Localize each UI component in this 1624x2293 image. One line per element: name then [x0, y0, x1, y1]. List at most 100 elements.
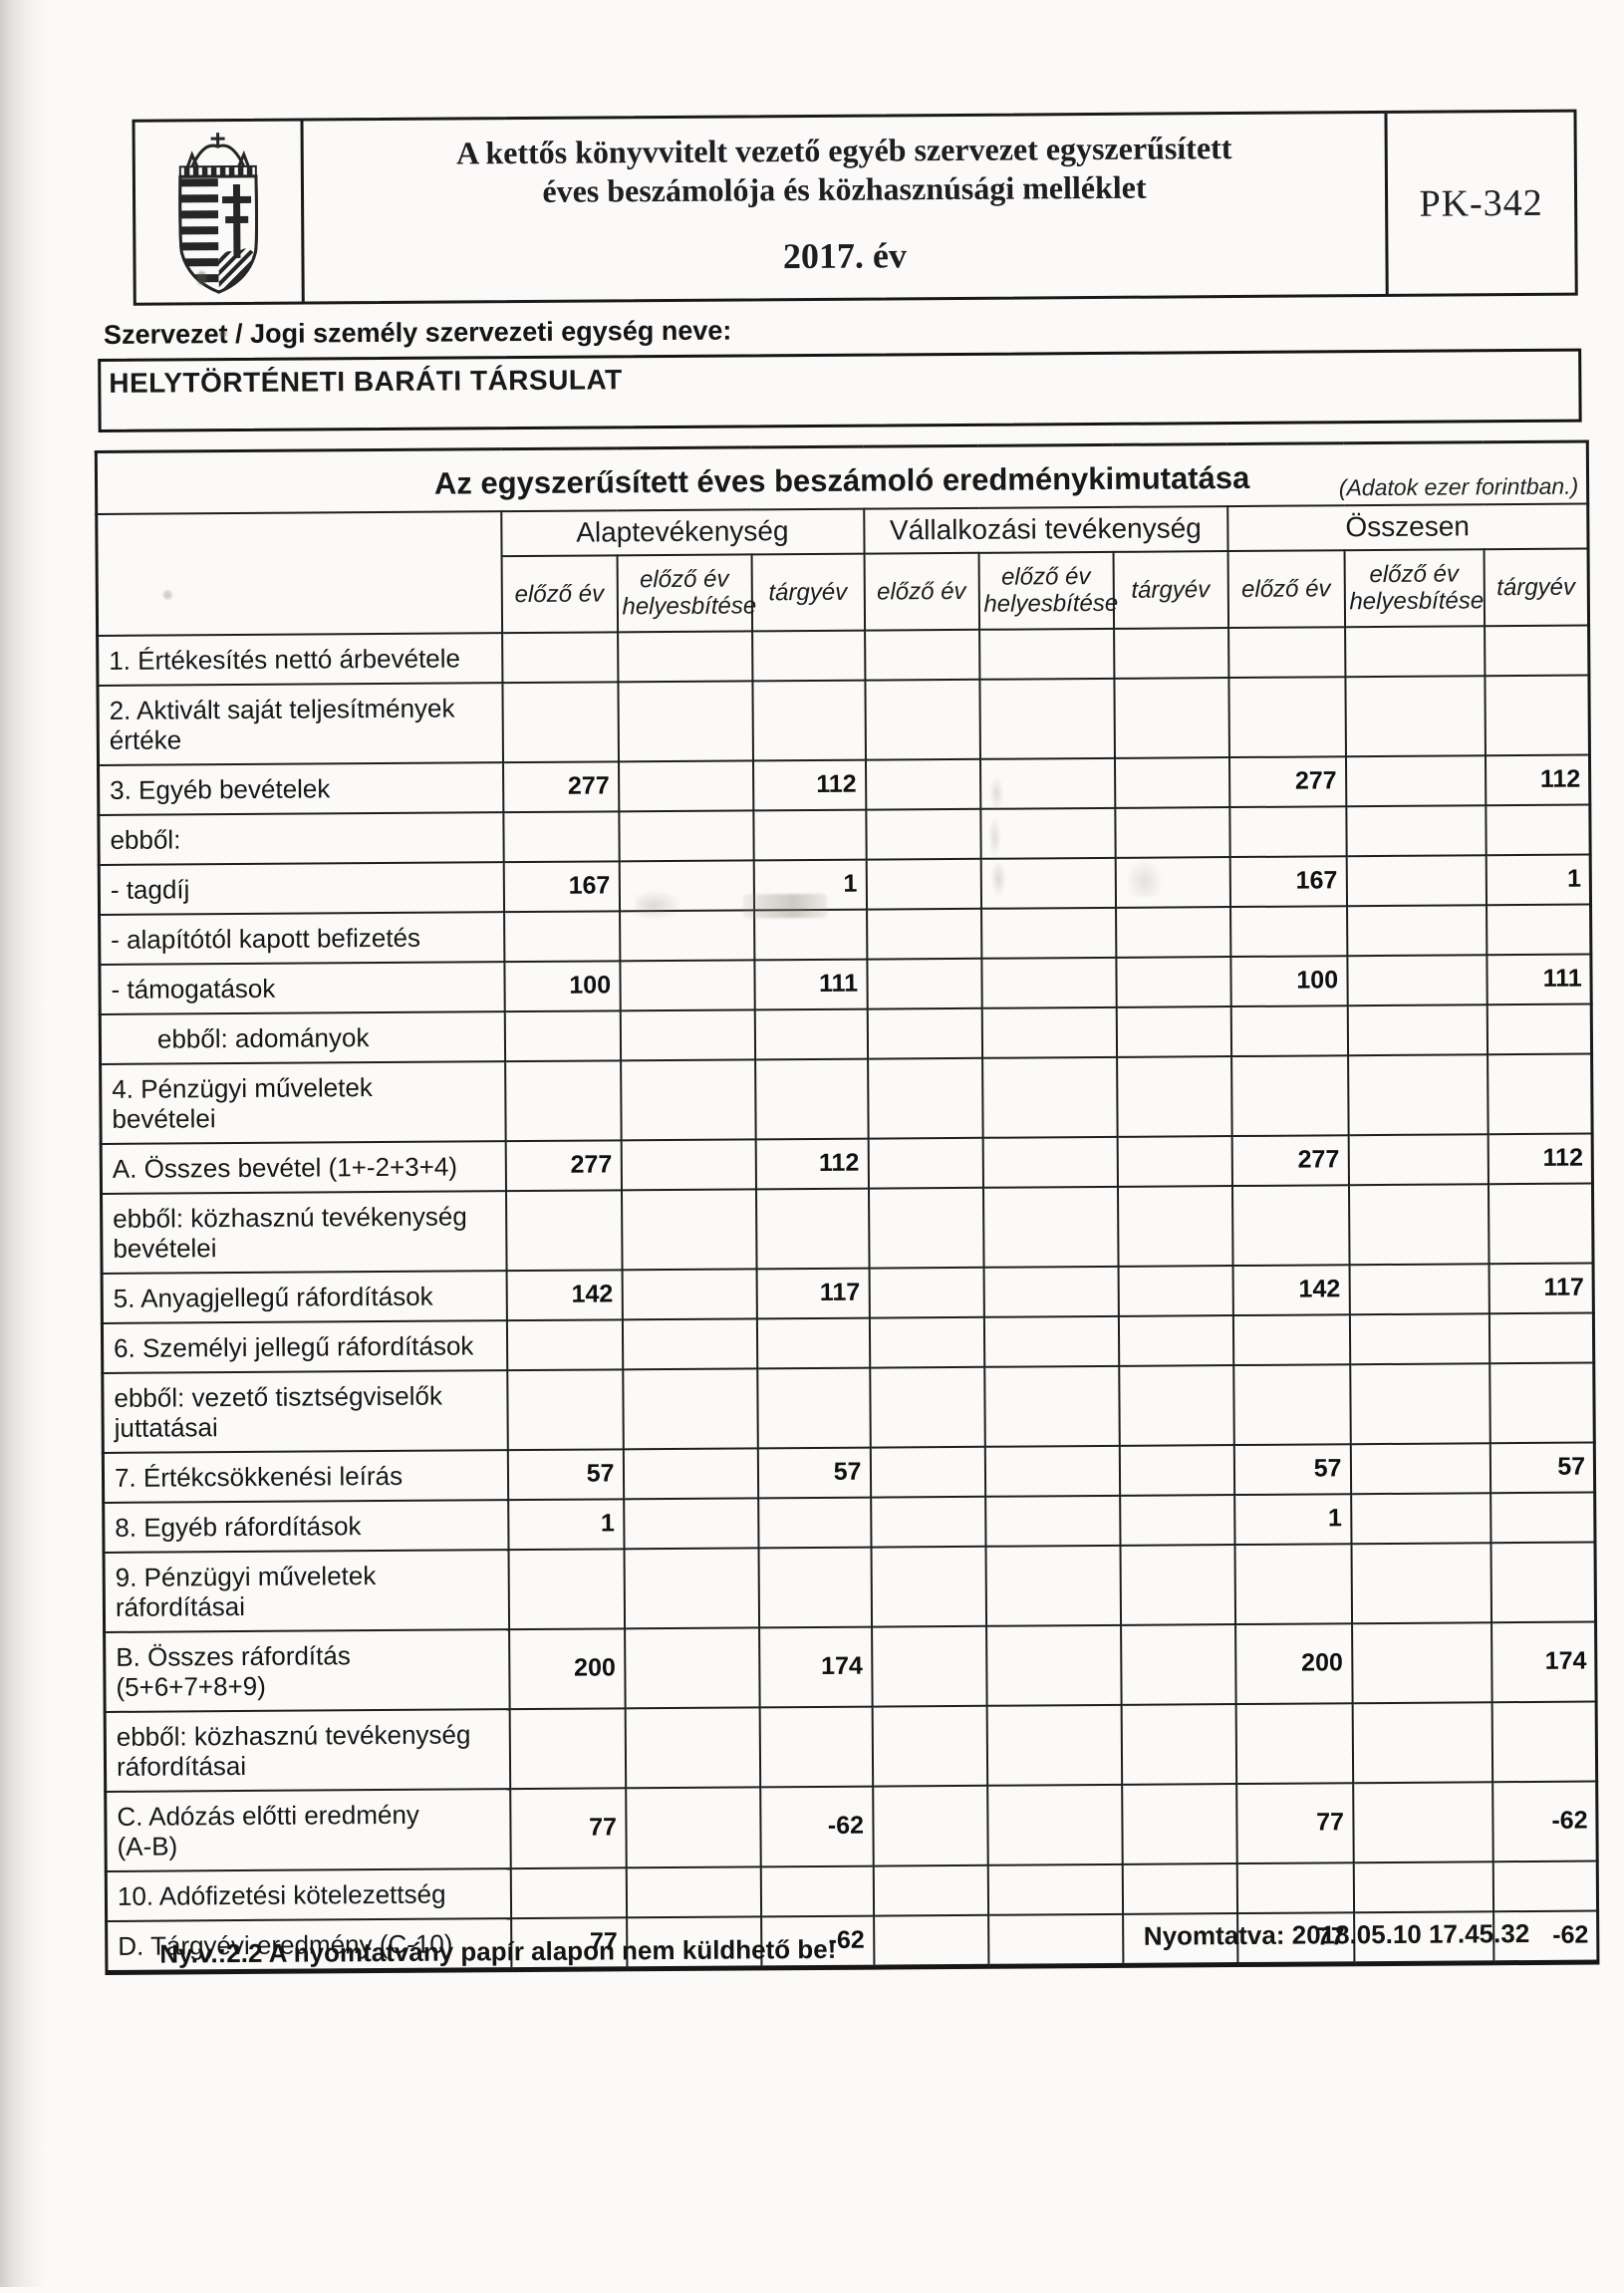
- value-cell: [618, 760, 752, 811]
- value-cell: 174: [759, 1626, 873, 1707]
- value-cell: [871, 1496, 985, 1547]
- logo-cell: [135, 122, 305, 303]
- value-cell: [986, 1624, 1122, 1705]
- value-cell: -62: [1492, 1781, 1598, 1862]
- value-cell: [1348, 1054, 1489, 1135]
- row-label: 1. Értékesítés nettó árbevétele: [98, 633, 502, 686]
- value-cell: [758, 1497, 871, 1548]
- subheader-targyev: tárgyév: [1113, 551, 1228, 629]
- value-cell: [753, 809, 866, 860]
- value-cell: [506, 1190, 623, 1271]
- value-cell: [982, 1136, 1117, 1187]
- value-cell: [1350, 1443, 1489, 1494]
- value-cell: [1116, 957, 1230, 1007]
- value-cell: [1346, 805, 1486, 856]
- row-label: ebből:: [99, 812, 503, 865]
- row-label: ebből: közhasznú tevékenység ráfordítása…: [105, 1709, 510, 1792]
- value-cell: [870, 1446, 984, 1497]
- value-cell: [1122, 1784, 1237, 1864]
- value-cell: [620, 910, 754, 961]
- value-cell: [984, 1445, 1119, 1496]
- value-cell: [872, 1625, 987, 1706]
- value-cell: 277: [1231, 1135, 1348, 1186]
- value-cell: 112: [1488, 1133, 1592, 1184]
- value-cell: [986, 1704, 1122, 1785]
- subheader-targyev: tárgyév: [1484, 548, 1589, 626]
- value-cell: [869, 1267, 983, 1317]
- value-cell: [981, 907, 1116, 958]
- subheader-targyev: tárgyév: [751, 553, 865, 631]
- value-cell: [1491, 1701, 1597, 1782]
- value-cell: [754, 909, 867, 960]
- value-cell: [1121, 1704, 1236, 1785]
- row-label: 2. Aktivált saját teljesítmények értéke: [98, 683, 503, 765]
- value-cell: [618, 681, 753, 761]
- form-header: A kettős könyvvitelt vezető egyéb szerve…: [132, 110, 1577, 306]
- row-label: ebből: vezető tisztségviselők juttatásai: [103, 1370, 508, 1453]
- value-cell: [1492, 1861, 1597, 1911]
- row-label: 5. Anyagjellegű ráfordítások: [102, 1271, 506, 1323]
- value-cell: [757, 1367, 871, 1448]
- value-cell: [1121, 1624, 1236, 1705]
- value-cell: [621, 1189, 756, 1270]
- value-cell: [625, 1627, 760, 1708]
- value-cell: [1120, 1545, 1235, 1625]
- row-label: 9. Pénzügyi műveletek ráfordításai: [104, 1550, 509, 1632]
- form-title-line1: A kettős könyvvitelt vezető egyéb szerve…: [456, 130, 1232, 170]
- value-cell: [874, 1914, 988, 1966]
- value-cell: [1231, 1185, 1349, 1266]
- value-cell: [625, 1707, 760, 1788]
- value-cell: [624, 1548, 759, 1628]
- value-cell: -62: [760, 1786, 874, 1866]
- value-cell: [870, 1366, 985, 1447]
- value-cell: [1349, 1313, 1489, 1364]
- subheader-elozo-ev: előző év: [864, 552, 979, 630]
- value-cell: [988, 1913, 1123, 1965]
- value-cell: [1118, 1315, 1232, 1366]
- value-cell: [1347, 1004, 1487, 1055]
- value-cell: [507, 1369, 624, 1450]
- value-cell: [1490, 1542, 1596, 1622]
- value-cell: [1230, 906, 1347, 957]
- value-cell: [871, 1546, 986, 1626]
- hungary-coat-of-arms-icon: [166, 130, 271, 294]
- row-label: 8. Egyéb ráfordítások: [104, 1500, 508, 1553]
- value-cell: [503, 811, 619, 862]
- value-cell: [759, 1706, 873, 1787]
- value-cell: [1115, 857, 1229, 908]
- value-cell: [979, 628, 1114, 679]
- value-cell: 112: [755, 1138, 868, 1189]
- income-statement-table: Az egyszerűsített éves beszámoló eredmén…: [95, 440, 1600, 1975]
- value-cell: [1233, 1364, 1351, 1445]
- value-cell: 57: [1233, 1444, 1350, 1495]
- value-cell: [1116, 1006, 1230, 1057]
- row-label: - tagdíj: [99, 862, 503, 915]
- value-cell: 57: [507, 1449, 623, 1500]
- value-cell: [1487, 904, 1591, 955]
- value-cell: [1228, 627, 1345, 678]
- value-cell: 277: [502, 761, 618, 812]
- value-cell: [1116, 907, 1230, 958]
- value-cell: [621, 1139, 755, 1190]
- table-title-row: Az egyszerűsített éves beszámoló eredmén…: [96, 441, 1588, 513]
- value-cell: [979, 757, 1114, 808]
- value-cell: [1117, 1056, 1232, 1137]
- row-label: - támogatások: [100, 962, 504, 1014]
- value-cell: 57: [757, 1447, 870, 1498]
- row-label: 6. Személyi jellegű ráfordítások: [102, 1320, 506, 1373]
- value-cell: [509, 1708, 626, 1789]
- value-cell: [1485, 675, 1590, 755]
- value-cell: [982, 1056, 1118, 1137]
- value-cell: [1119, 1365, 1234, 1446]
- value-cell: [1229, 806, 1346, 857]
- table-row: ebből: közhasznú tevékenység bevételei: [102, 1183, 1594, 1273]
- value-cell: [1234, 1544, 1352, 1624]
- value-cell: 167: [503, 861, 619, 912]
- value-cell: [622, 1269, 756, 1319]
- table-row: 4. Pénzügyi műveletek bevételei: [101, 1053, 1593, 1143]
- value-cell: [626, 1787, 761, 1867]
- value-cell: [508, 1549, 625, 1629]
- printed-timestamp: Nyomtatva: 2018.05.10 17.45.32: [1144, 1918, 1530, 1952]
- value-cell: [1348, 1184, 1489, 1265]
